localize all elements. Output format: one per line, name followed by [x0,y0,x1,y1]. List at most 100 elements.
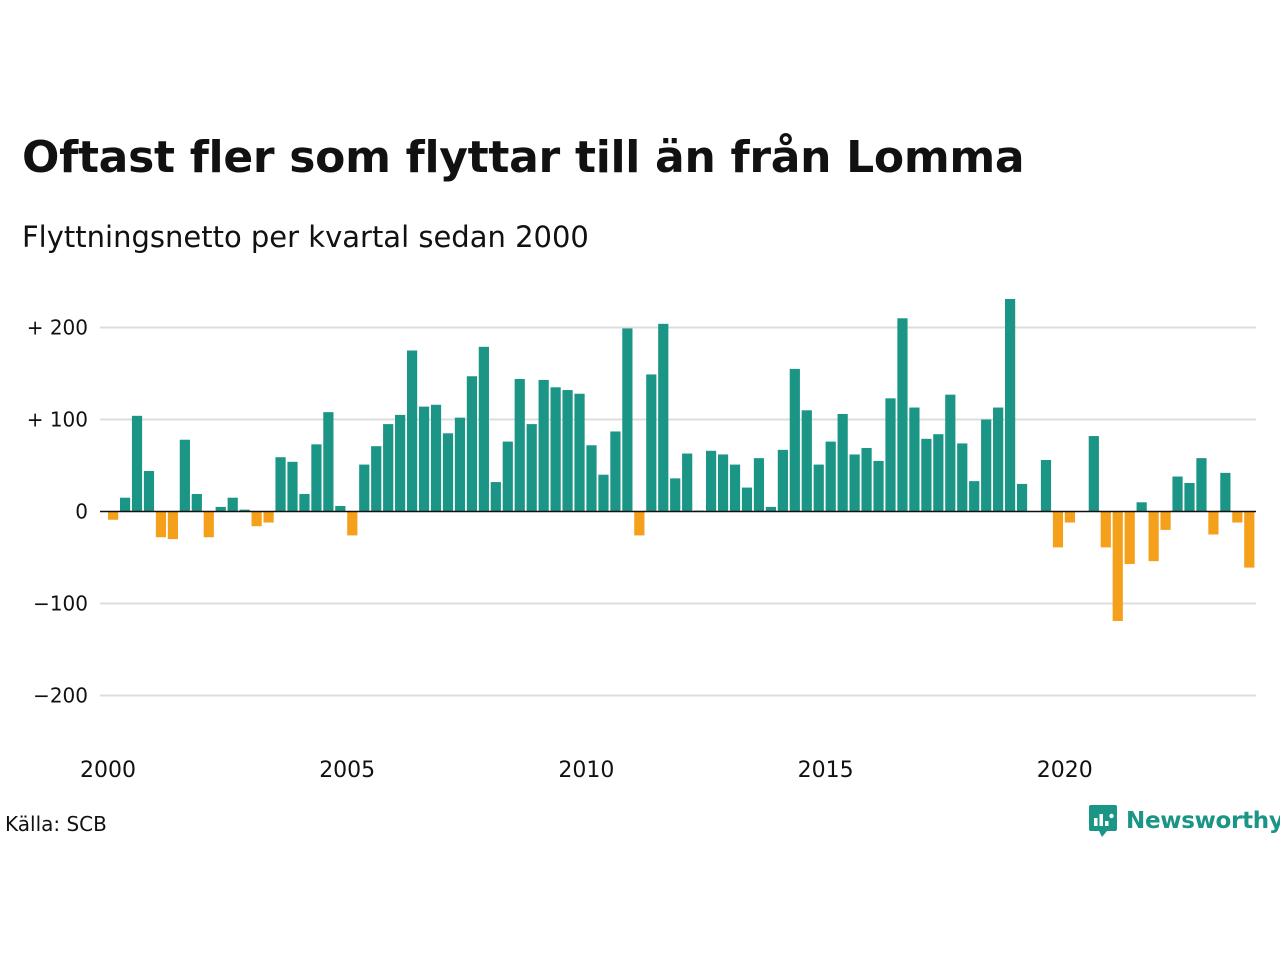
bar: 2009 K3: 132 [562,390,573,512]
bar: 2015 K2: 106 [837,413,848,512]
bar: 2008 K2: 76 [502,441,513,512]
bar: 2007 K1: 85 [442,433,454,512]
bar: 2020 K1: -12 [1064,511,1075,523]
y-axis-ticks: + 200 + 100 0 −100 −200 [27,316,88,708]
bar: 2022 K3: 31 [1184,482,1195,512]
bar-chart: + 200 + 100 0 −100 −200 2000 K1: -92000 K2: … [27,298,1256,783]
bar: 2003 K4: 54 [287,461,298,512]
bar: 2006 K4: 116 [430,404,442,512]
bar: 2023 K4: -61 [1244,511,1255,568]
bar: 2010 K3: 87 [610,431,621,512]
bar: 2014 K2: 155 [789,368,800,512]
bar: 2016 K4: 113 [909,407,920,512]
bar: 2000 K3: 104 [131,415,143,512]
bar: 2004 K4: 6 [335,505,346,512]
bar: 2021 K1: -119 [1112,511,1123,621]
bar: 2009 K1: 143 [538,379,549,512]
bar: 2010 K4: 199 [622,328,633,512]
bar: 2018 K2: 100 [981,419,992,512]
bar: 2023 K2: 42 [1220,472,1231,512]
bar: 2013 K2: 26 [741,487,753,512]
bar: 2006 K1: 105 [395,414,406,512]
bar: 2019 K1: 30 [1016,483,1028,512]
bar: 2001 K1: -28 [155,511,167,538]
bar: 2014 K1: 67 [777,449,788,512]
bar: 2005 K2: 51 [359,464,370,512]
bar: 2011 K4: 36 [670,478,681,512]
x-axis-ticks: 2000 2005 2010 2015 2020 [80,758,1093,783]
bar: 2016 K1: 55 [873,460,884,512]
bar: 2021 K3: 10 [1136,502,1147,512]
bar: 2022 K1: -20 [1160,511,1171,530]
y-tick-label: + 200 [27,316,88,340]
brand-name: Newsworthy [1126,808,1280,834]
bar: 2015 K3: 62 [849,454,860,512]
bar: 2014 K3: 110 [801,410,812,512]
x-tick-label: 2015 [798,758,854,783]
bar: 2007 K3: 147 [466,376,477,512]
bar: 2006 K2: 175 [407,350,418,512]
x-tick-label: 2000 [80,758,136,783]
bar: 2023 K1: -25 [1208,511,1219,535]
bar: 2016 K2: 123 [885,398,896,512]
bar: 2012 K1: 63 [682,453,693,512]
y-tick-label: −200 [33,684,88,708]
bar: 2013 K1: 51 [729,464,741,512]
newsworthy-bar-chart-icon [1089,805,1117,837]
bar: 2021 K2: -57 [1124,511,1135,564]
bar: 2019 K4: -39 [1052,511,1064,548]
bar: 2000 K4: 44 [143,471,155,512]
bar: 2014 K4: 51 [813,464,824,512]
bar: 2000 K2: 15 [119,497,131,512]
bar: 2009 K2: 135 [550,387,561,512]
chart-subtitle: Flyttningsnetto per kvartal sedan 2000 [22,220,589,254]
bar: 2022 K2: 38 [1172,476,1183,512]
bar: 2004 K1: 19 [299,494,310,512]
bar: 2009 K4: 128 [574,393,585,512]
bar: 2011 K2: 149 [646,374,657,512]
bar: 2006 K3: 114 [418,406,430,512]
y-tick-label: + 100 [27,408,88,432]
bar: 2015 K4: 69 [861,448,872,512]
bar: 2003 K3: 59 [275,457,286,512]
bar: 2010 K1: 72 [586,445,597,512]
bar: 2000 K1: -9 [108,511,119,520]
bar: 2018 K3: 113 [993,407,1004,512]
bar: 2001 K4: 19 [191,494,202,512]
bar: 2012 K4: 62 [717,454,729,512]
bar: 2022 K4: 58 [1196,458,1207,512]
bar: 2001 K3: 78 [179,439,190,512]
bar: 2013 K4: 5 [765,506,776,512]
bar: 2011 K1: -26 [634,511,645,536]
bar: 2008 K4: 95 [526,424,537,512]
bar: 2020 K4: -39 [1100,511,1111,548]
bar: 2005 K3: 71 [371,446,382,512]
bar: 2003 K2: -12 [263,511,274,523]
bar: 2011 K3: 204 [658,323,669,512]
bars: 2000 K1: -92000 K2: 152000 K3: 1042000 K… [108,298,1255,621]
y-tick-label: 0 [75,500,88,524]
x-tick-label: 2020 [1037,758,1093,783]
bar: 2005 K1: -26 [347,511,358,536]
grid-lines [100,326,1256,697]
bar: 2004 K2: 73 [311,444,322,512]
bar: 2016 K3: 210 [897,318,908,512]
bar: 2008 K3: 144 [514,379,525,512]
bar: 2004 K3: 108 [323,412,334,512]
y-tick-label: −100 [33,592,88,616]
source-label: Källa: SCB [5,812,107,836]
bar: 2013 K3: 58 [753,458,765,512]
x-tick-label: 2005 [319,758,375,783]
bar: 2017 K1: 79 [921,438,932,512]
bar: 2017 K3: 127 [945,394,956,512]
bar: 2018 K1: 33 [969,481,980,512]
bar: 2019 K3: 56 [1040,459,1052,512]
bar: 2007 K4: 179 [478,346,489,512]
bar: 2015 K1: 76 [825,441,836,512]
bar: 2007 K2: 102 [454,417,466,512]
bar: 2012 K3: 66 [706,450,717,512]
bar: 2005 K4: 95 [383,424,394,512]
